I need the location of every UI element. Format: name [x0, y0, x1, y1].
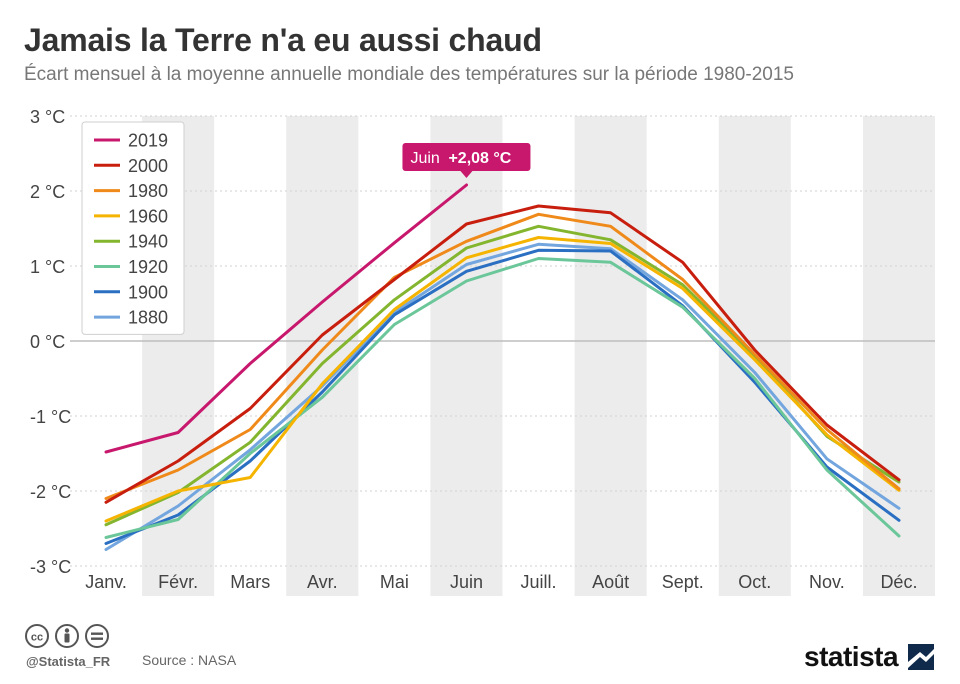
footer-source: Source : NASA: [142, 652, 237, 668]
series-line-1940: [104, 224, 901, 527]
statista-logo: statista: [804, 641, 934, 672]
series-line-2019: [104, 183, 468, 454]
legend-label: 1880: [128, 308, 168, 328]
y-tick-label: -3 °C: [30, 557, 71, 577]
x-tick-label: Mars: [230, 572, 270, 592]
month-band: [430, 116, 503, 596]
x-tick-label: Oct.: [738, 572, 771, 592]
legend-item: 2000: [94, 156, 168, 176]
x-tick-label: Avr.: [307, 572, 338, 592]
legend-label: 1960: [128, 206, 168, 226]
x-tick-label: Nov.: [809, 572, 845, 592]
x-tick-label: Sept.: [662, 572, 704, 592]
month-band: [286, 116, 359, 596]
callout-value: +2,08 °C: [448, 150, 511, 167]
x-tick-label: Juill.: [521, 572, 557, 592]
equal-icon: [85, 624, 109, 648]
x-tick-label: Mai: [380, 572, 409, 592]
license-icons: cc: [25, 624, 109, 648]
legend: 2019 2000 1980 1960 1940 1920 1900 1880: [81, 121, 185, 335]
footer-handle: @Statista_FR: [26, 654, 111, 669]
y-tick-label: 3 °C: [30, 107, 65, 127]
y-tick-label: 0 °C: [30, 332, 65, 352]
legend-label: 1920: [128, 257, 168, 277]
callout-pointer: [460, 171, 473, 178]
y-tick-label: 1 °C: [30, 257, 65, 277]
series-line-1880: [104, 242, 901, 551]
x-tick-label: Janv.: [85, 572, 127, 592]
month-band: [574, 116, 647, 596]
series-line-1920: [104, 257, 901, 539]
legend-label: 2000: [128, 156, 168, 176]
legend-label: 1940: [128, 232, 168, 252]
chart-subtitle: Écart mensuel à la moyenne annuelle mond…: [24, 64, 794, 85]
callout-box: [402, 143, 531, 171]
chart-title: Jamais la Terre n'a eu aussi chaud: [24, 22, 542, 58]
legend-item: 1940: [94, 232, 168, 252]
x-axis-labels: Janv. Févr. Mars Avr. Mai Juin Juill. Août Sept.…: [85, 572, 917, 592]
month-bands: [142, 116, 935, 596]
x-tick-label: Août: [592, 572, 629, 592]
person-icon: [55, 624, 79, 648]
legend-item: 1960: [94, 206, 168, 226]
y-axis-labels: 3 °C 2 °C 1 °C 0 °C -1 °C -2 °C -3 °C: [30, 107, 71, 577]
series-line-1900: [104, 248, 901, 545]
x-tick-label: Févr.: [158, 572, 198, 592]
legend-item: 1920: [94, 257, 168, 277]
y-tick-label: -2 °C: [30, 482, 71, 502]
legend-label: 2019: [128, 131, 168, 151]
x-tick-label: Déc.: [880, 572, 917, 592]
series-line-2000: [104, 204, 901, 504]
legend-box: [81, 121, 185, 335]
cc-icon: cc: [25, 624, 49, 648]
brand-text: statista: [804, 641, 899, 672]
legend-item: 1880: [94, 308, 168, 328]
y-tick-label: 2 °C: [30, 182, 65, 202]
callout: Juin +2,08 °C: [402, 143, 531, 178]
legend-item: 2019: [94, 131, 168, 151]
legend-label: 1980: [128, 181, 168, 201]
x-tick-label: Juin: [450, 572, 483, 592]
legend-item: 1900: [94, 282, 168, 302]
series-line-1980: [104, 212, 901, 500]
month-band: [862, 116, 935, 596]
svg-text:cc: cc: [31, 632, 43, 644]
series-line-1960: [104, 236, 901, 523]
legend-item: 1980: [94, 181, 168, 201]
callout-label: Juin: [410, 150, 439, 167]
statista-logo-mark-icon: [908, 644, 934, 670]
series-lines: [104, 183, 901, 551]
y-tick-label: -1 °C: [30, 407, 71, 427]
legend-label: 1900: [128, 282, 168, 302]
